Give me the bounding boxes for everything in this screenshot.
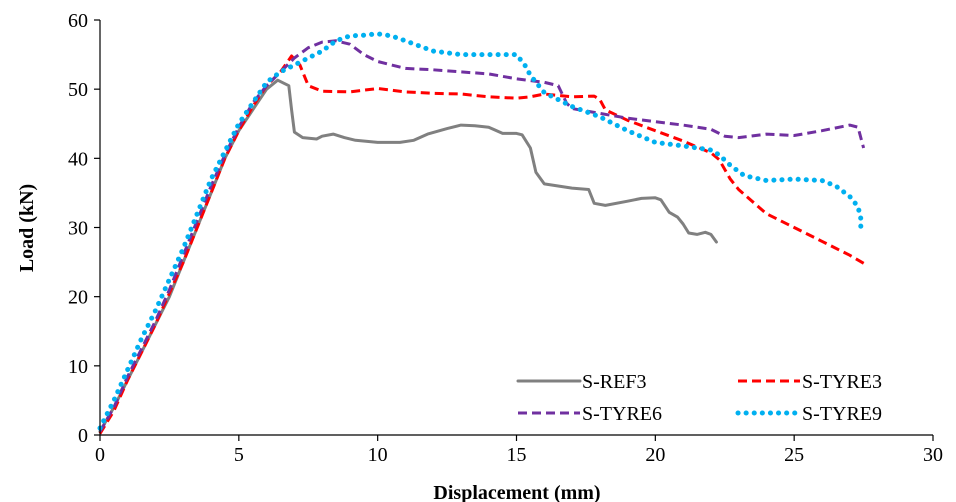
y-tick-label: 30 (68, 218, 88, 240)
x-tick-label: 20 (645, 444, 665, 466)
y-tick-label: 40 (68, 148, 88, 170)
legend-label-s-tyre6: S-TYRE6 (582, 403, 662, 425)
series-line-s-tyre9 (97, 31, 864, 431)
legend-label-s-tyre9: S-TYRE9 (802, 403, 882, 425)
legend: S-REF3 S-TYRE3 S-TYRE6 S-TYRE9 (516, 371, 882, 425)
x-tick-label: 0 (95, 444, 105, 466)
series-line-s-tyre6 (98, 39, 866, 433)
y-tick-label: 10 (68, 356, 88, 378)
legend-label-s-ref3: S-REF3 (582, 371, 646, 393)
x-axis-title: Displacement (mm) (433, 482, 600, 502)
series-line-s-ref3 (98, 78, 718, 433)
x-tick-label: 15 (507, 444, 527, 466)
plot-lines (97, 31, 868, 435)
x-tick-label: 25 (784, 444, 804, 466)
y-tick-label: 0 (78, 425, 88, 447)
legend-label-s-tyre3: S-TYRE3 (802, 371, 882, 393)
x-tick-label: 5 (234, 444, 244, 466)
y-tick-label: 60 (68, 10, 88, 32)
x-tick-label: 30 (923, 444, 943, 466)
x-tick-label: 10 (368, 444, 388, 466)
ticks: 0 5 10 15 20 25 30 0 10 20 30 40 50 60 (68, 10, 943, 466)
y-tick-label: 50 (68, 79, 88, 101)
y-axis-title: Load (kN) (16, 184, 38, 272)
y-tick-label: 20 (68, 287, 88, 309)
series-line-s-tyre3 (98, 54, 868, 435)
